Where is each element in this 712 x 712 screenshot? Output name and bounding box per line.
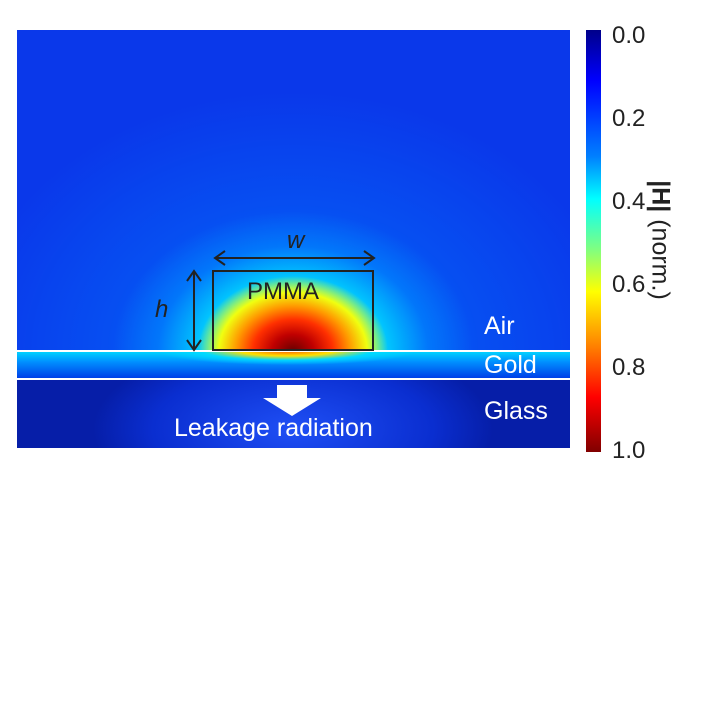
height-label: h (155, 296, 169, 323)
colorbar-label: |H| (norm.) (646, 180, 675, 300)
colorbar-tick: 0.2 (612, 105, 646, 132)
leakage-label: Leakage radiation (174, 414, 373, 442)
colorbar-label-unit: (norm.) (646, 212, 675, 300)
colorbar-tick: 0.0 (612, 22, 646, 49)
colorbar-tick: 1.0 (612, 437, 646, 464)
air-region (17, 30, 570, 351)
colorbar-tick: 0.4 (612, 188, 646, 215)
colorbar-tick: 0.8 (612, 354, 646, 381)
gold-layer (17, 351, 570, 378)
gold-label: Gold (484, 351, 537, 379)
colorbar-tick: 0.6 (612, 271, 646, 298)
colorbar (586, 30, 601, 452)
glass-label: Glass (484, 397, 548, 425)
air-label: Air (484, 312, 515, 340)
width-label: w (287, 227, 305, 254)
pmma-box (212, 270, 374, 351)
gold-glass-interface (17, 378, 570, 380)
field-map: PMMA w h Air Gold Glass Leakage radiatio… (17, 30, 570, 448)
leakage-arrow-icon (263, 385, 321, 416)
colorbar-label-symbol: |H| (646, 180, 675, 213)
pmma-label: PMMA (247, 278, 319, 305)
dimension-arrows (186, 250, 376, 416)
